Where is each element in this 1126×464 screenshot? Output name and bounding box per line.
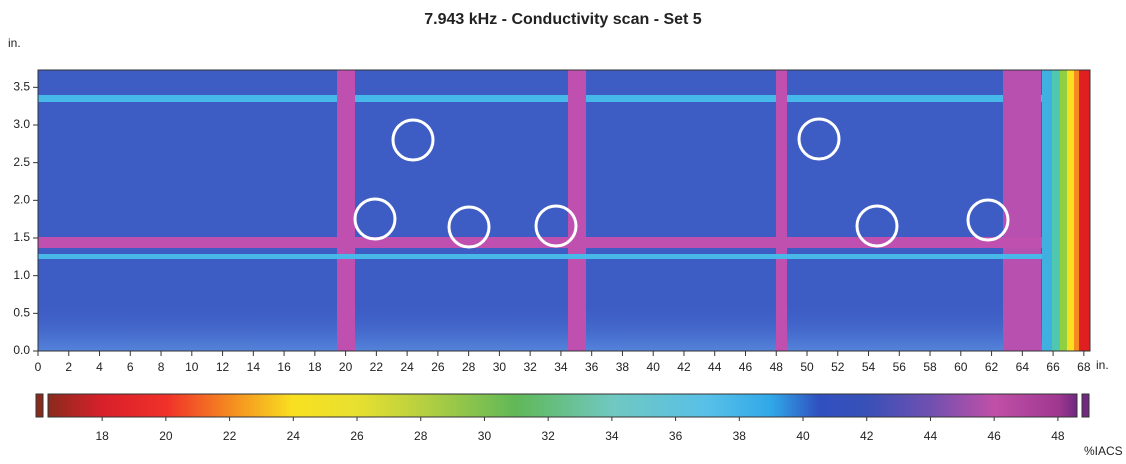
colorbar-high-swatch xyxy=(1081,393,1090,418)
colorbar-tick-label: 28 xyxy=(414,429,428,443)
y-unit: in. xyxy=(8,36,21,50)
y-tick-label: 1.0 xyxy=(13,268,30,282)
colorbar-tick-label: 36 xyxy=(669,429,683,443)
x-tick-label: 50 xyxy=(800,360,814,374)
y-tick-label: 1.5 xyxy=(13,230,30,244)
x-tick-label: 16 xyxy=(277,360,291,374)
colorbar-tick-label: 18 xyxy=(95,429,109,443)
x-tick-label: 6 xyxy=(127,360,134,374)
x-tick-label: 12 xyxy=(216,360,230,374)
y-tick-label: 3.0 xyxy=(13,117,30,131)
x-tick-label: 38 xyxy=(616,360,630,374)
x-tick-label: 26 xyxy=(431,360,445,374)
colorbar-tick-label: 26 xyxy=(350,429,364,443)
x-unit: in. xyxy=(1096,358,1109,372)
x-tick-label: 36 xyxy=(585,360,599,374)
x-tick-label: 22 xyxy=(370,360,384,374)
colorbar-tick-label: 24 xyxy=(287,429,301,443)
y-tick-label: 0.0 xyxy=(13,343,30,357)
x-tick-label: 52 xyxy=(831,360,845,374)
colorbar-tick-label: 46 xyxy=(987,429,1001,443)
scan-image xyxy=(37,69,1091,352)
x-tick-label: 46 xyxy=(739,360,753,374)
colorbar-label: %IACS xyxy=(1084,444,1123,458)
y-tick-label: 0.5 xyxy=(13,306,30,320)
x-tick-label: 64 xyxy=(1016,360,1030,374)
x-tick-label: 20 xyxy=(339,360,353,374)
colorbar-low-swatch xyxy=(35,393,44,418)
x-tick-label: 2 xyxy=(65,360,72,374)
x-tick-label: 8 xyxy=(158,360,165,374)
colorbar-tick-label: 20 xyxy=(159,429,173,443)
x-tick-label: 28 xyxy=(462,360,476,374)
x-tick-label: 54 xyxy=(862,360,876,374)
colorbar-tick-label: 40 xyxy=(796,429,810,443)
x-tick-label: 62 xyxy=(985,360,999,374)
colorbar-tick-label: 30 xyxy=(478,429,492,443)
x-tick-label: 14 xyxy=(247,360,261,374)
x-tick-label: 30 xyxy=(493,360,507,374)
colorbar xyxy=(47,393,1078,418)
colorbar-tick-label: 48 xyxy=(1051,429,1065,443)
colorbar-tick-label: 34 xyxy=(605,429,619,443)
chart-title: 7.943 kHz - Conductivity scan - Set 5 xyxy=(424,11,702,28)
x-tick-label: 42 xyxy=(677,360,691,374)
x-tick-label: 24 xyxy=(400,360,414,374)
x-tick-label: 32 xyxy=(523,360,537,374)
x-tick-label: 40 xyxy=(647,360,661,374)
colorbar-tick-label: 38 xyxy=(733,429,747,443)
x-tick-label: 0 xyxy=(35,360,42,374)
x-tick-label: 4 xyxy=(96,360,103,374)
x-tick-label: 58 xyxy=(923,360,937,374)
y-tick-label: 2.5 xyxy=(13,155,30,169)
colorbar-tick-label: 32 xyxy=(541,429,555,443)
annotation-circles xyxy=(353,117,1010,249)
y-tick-label: 2.0 xyxy=(13,193,30,207)
x-tick-label: 56 xyxy=(893,360,907,374)
y-tick-label: 3.5 xyxy=(13,79,30,93)
x-tick-label: 60 xyxy=(954,360,968,374)
x-tick-label: 18 xyxy=(308,360,322,374)
colorbar-tick-label: 42 xyxy=(860,429,874,443)
colorbar-tick-label: 44 xyxy=(924,429,938,443)
x-tick-label: 66 xyxy=(1046,360,1060,374)
colorbar-tick-label: 22 xyxy=(223,429,237,443)
x-tick-label: 48 xyxy=(770,360,784,374)
x-tick-label: 10 xyxy=(185,360,199,374)
x-tick-label: 44 xyxy=(708,360,722,374)
x-tick-label: 68 xyxy=(1077,360,1091,374)
x-tick-label: 34 xyxy=(554,360,568,374)
